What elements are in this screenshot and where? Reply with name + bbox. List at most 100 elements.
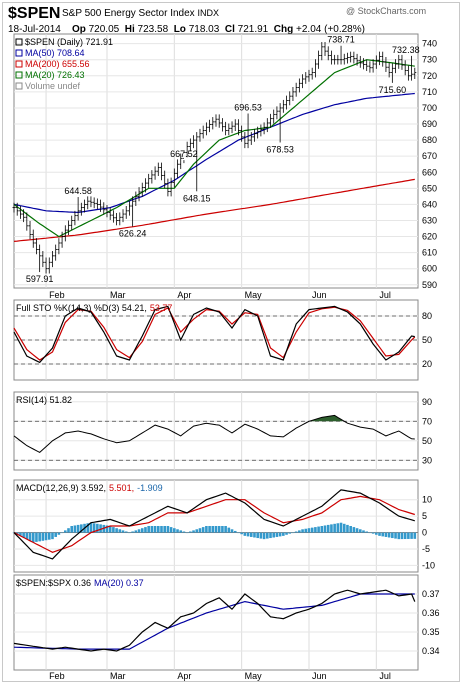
legend-entry-3: MA(20) 726.43 — [25, 70, 85, 80]
lo-value: 718.03 — [188, 24, 220, 35]
legend-entry-0: Full STO %K(14,3) %D(3) 54.21, — [16, 303, 147, 313]
legend-entry-1: MA(20) 0.37 — [94, 578, 144, 588]
macd-histogram-bar — [134, 530, 138, 533]
index-name-text: S&P 500 Energy Sector Index — [62, 8, 195, 19]
macd-histogram-bar — [391, 532, 394, 539]
panel-0-ytick-label: 720 — [422, 71, 437, 81]
panel-3-ytick-label: -5 — [422, 544, 430, 554]
panel-0-ytick-label: 610 — [422, 248, 437, 258]
macd-histogram-bar — [31, 532, 35, 543]
hi-label: Hi — [124, 24, 135, 35]
panel-4-ytick-label: 0.37 — [422, 589, 440, 599]
macd-histogram-bar — [211, 526, 215, 533]
macd-histogram-bar — [326, 524, 330, 533]
price-annotation-0: 597.91 — [26, 274, 54, 284]
watermark: @ StockCharts.com — [346, 6, 427, 16]
price-annotation-9: 715.60 — [379, 85, 407, 95]
macd-histogram-bar — [275, 532, 279, 537]
panel-0-ytick-label: 690 — [422, 119, 437, 129]
macd-histogram-bar — [346, 524, 349, 533]
macd-signal-line — [13, 495, 415, 553]
panel-4-ytick-label: 0.36 — [422, 608, 440, 618]
price-annotation-4: 648.15 — [183, 193, 211, 203]
price-xtick-label: Jul — [379, 290, 391, 300]
legend-entry-4: Volume undef — [25, 81, 81, 91]
macd-histogram-bar — [269, 532, 272, 539]
panel-2-border — [13, 391, 419, 471]
macd-histogram-bar — [323, 525, 327, 533]
macd-histogram-bar — [182, 531, 186, 533]
panel-0-ytick-label: 590 — [422, 280, 437, 290]
macd-histogram-bar — [115, 528, 118, 533]
macd-histogram-bar — [272, 532, 276, 538]
macd-histogram-bar — [387, 532, 391, 538]
legend-entry-0: $SPEN (Daily) 721.91 — [25, 37, 113, 47]
macd-histogram-bar — [70, 526, 74, 533]
macd-histogram-bar — [57, 532, 61, 535]
macd-histogram-bar — [189, 531, 192, 533]
cl-value: 721.91 — [237, 24, 269, 35]
macd-histogram-bar — [15, 532, 19, 535]
price-xtick-label: Mar — [110, 290, 126, 300]
relative-ma-line — [13, 593, 415, 650]
macd-histogram-bar — [112, 527, 115, 533]
bottom-xtick-label: Mar — [110, 671, 126, 681]
macd-histogram-bar — [147, 526, 150, 533]
macd-histogram-bar — [310, 527, 314, 533]
panel-0-ytick-label: 630 — [422, 215, 437, 225]
exchange-code: INDX — [197, 8, 219, 18]
macd-histogram-bar — [156, 526, 160, 533]
relative-line — [13, 589, 416, 652]
panel-1-ytick-label: 20 — [422, 359, 432, 369]
macd-histogram-bar — [246, 532, 250, 537]
macd-histogram-bar — [282, 532, 285, 536]
macd-histogram-bar — [336, 523, 340, 533]
price-annotation-1: 644.58 — [64, 186, 92, 196]
panel-1-ytick-label: 80 — [422, 311, 432, 321]
macd-histogram-bar — [160, 526, 163, 533]
macd-histogram-bar — [358, 529, 362, 533]
macd-histogram-bar — [195, 529, 199, 533]
macd-histogram-bar — [339, 522, 343, 533]
price-xtick-label: Jun — [312, 290, 327, 300]
chart-frame — [2, 2, 460, 682]
macd-histogram-bar — [35, 532, 38, 542]
macd-histogram-bar — [233, 530, 237, 533]
lo-label: Lo — [173, 24, 186, 35]
price-annotation-3: 667.52 — [170, 149, 198, 159]
panel-2-ytick-label: 50 — [422, 436, 432, 446]
op-label: Op — [71, 24, 86, 35]
macd-histogram-bar — [342, 523, 346, 533]
price-xtick-label: May — [245, 290, 263, 300]
panel-0-ytick-label: 640 — [422, 199, 437, 209]
ma20-line — [13, 59, 415, 238]
panel-0-ytick-label: 660 — [422, 167, 437, 177]
panel-2-ytick-label: 90 — [422, 397, 432, 407]
panel-0-ytick-label: 700 — [422, 103, 437, 113]
macd-histogram-bar — [307, 528, 311, 533]
panel-0-border — [13, 33, 419, 289]
macd-histogram-bar — [198, 528, 202, 533]
macd-histogram-bar — [108, 526, 112, 533]
macd-histogram-bar — [378, 532, 381, 536]
macd-histogram-bar — [317, 526, 320, 533]
panel-3-ytick-label: 5 — [422, 511, 427, 521]
legend-swatch — [15, 71, 23, 79]
macd-histogram-bar — [413, 532, 417, 539]
macd-histogram-bar — [294, 531, 298, 533]
macd-histogram-bar — [403, 532, 407, 540]
macd-histogram-bar — [349, 526, 352, 533]
bottom-xtick-label: Jul — [379, 671, 391, 681]
macd-histogram-bar — [259, 532, 263, 539]
price-annotation-6: 678.53 — [266, 144, 294, 154]
macd-histogram-bar — [365, 531, 368, 533]
macd-histogram-bar — [237, 532, 240, 534]
macd-histogram-bar — [243, 532, 247, 536]
macd-histogram-bar — [214, 526, 218, 533]
macd-histogram-bar — [140, 528, 144, 533]
legend-entry-0: RSI(14) 51.82 — [16, 395, 72, 405]
panel-1-ytick-label: 50 — [422, 335, 432, 345]
macd-histogram-bar — [384, 532, 388, 537]
macd-histogram-bar — [407, 532, 410, 539]
panel-3-ytick-label: -10 — [422, 560, 435, 570]
